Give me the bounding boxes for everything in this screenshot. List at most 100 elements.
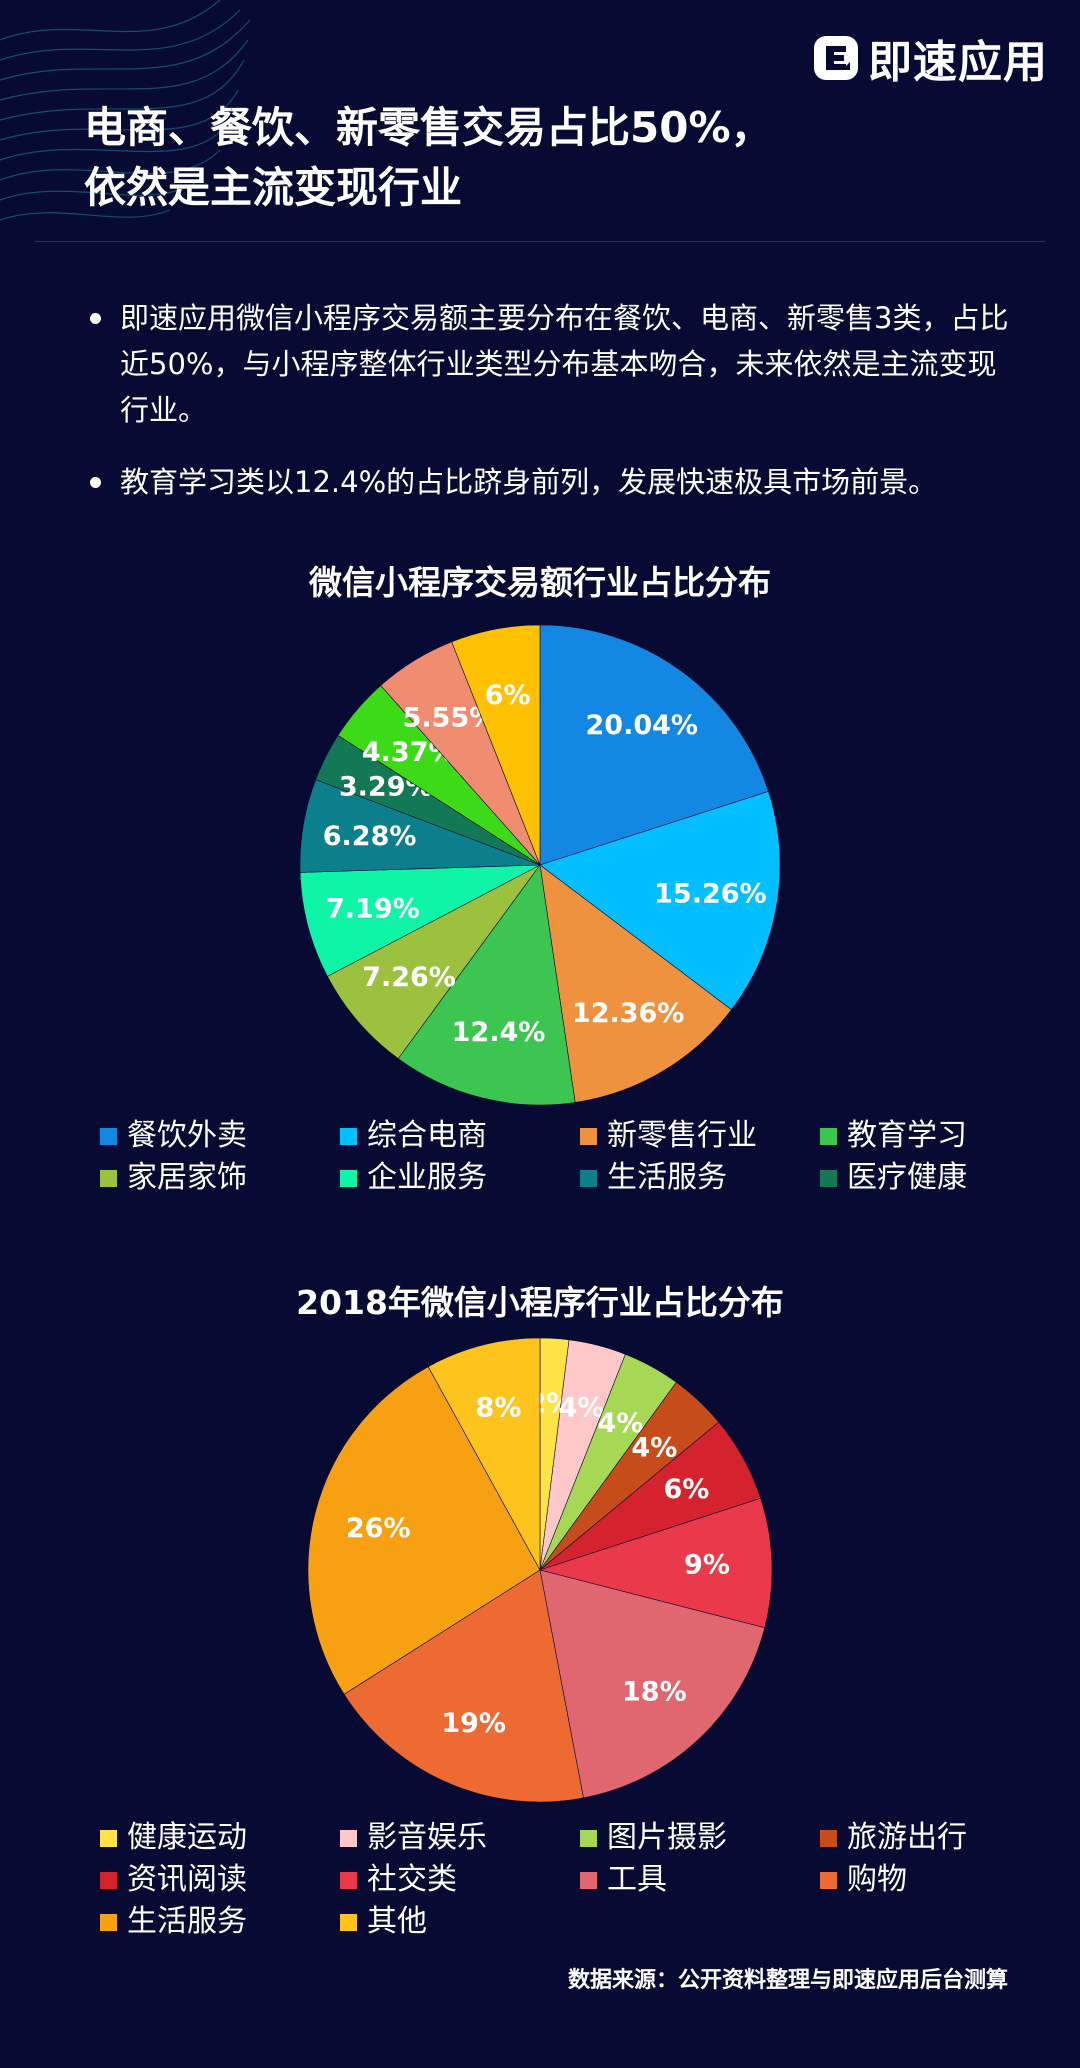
pie-slice	[326, 864, 541, 1060]
legend-label: 其他	[367, 1904, 427, 1939]
legend-item: 家居家饰	[100, 1160, 340, 1196]
chart-1-legend: 餐饮外卖 综合电商 新零售行业 教育学习家居家饰 企业服务 生活服务 医疗健康	[100, 1118, 1000, 1196]
chart-1-title: 微信小程序交易额行业占比分布	[309, 563, 771, 602]
legend-swatch	[820, 1871, 837, 1889]
title-line-1: 电商、餐饮、新零售交易占比50%，	[84, 103, 773, 152]
legend-swatch	[100, 1829, 117, 1847]
legend-swatch	[340, 1871, 357, 1889]
data-source: 数据来源：公开资料整理与即速应用后台测算	[567, 1968, 1008, 1993]
legend-label: 健康运动	[127, 1820, 247, 1855]
legend-item: 资讯阅读	[100, 1862, 340, 1898]
legend-label: 社交类	[367, 1862, 457, 1897]
legend-item: 生活服务	[580, 1160, 820, 1196]
brand-name: 即速应用	[868, 37, 1048, 88]
data-label: 4%	[598, 1408, 644, 1439]
legend-item: 医疗健康	[820, 1160, 1000, 1196]
legend-swatch	[820, 1127, 837, 1145]
pie-slice	[307, 1366, 541, 1695]
bullet-text: 教育学习类以12.4%的占比跻身前列，发展快速极具市场前景。	[120, 465, 938, 499]
pie-slice	[427, 1337, 541, 1571]
legend-label: 旅游出行	[847, 1820, 967, 1855]
legend-swatch	[340, 1913, 357, 1931]
brand-icon	[814, 36, 858, 80]
data-label: 26%	[346, 1513, 411, 1544]
legend-item: 餐饮外卖	[100, 1118, 340, 1154]
legend-label: 教育学习	[847, 1118, 967, 1153]
legend-swatch	[580, 1871, 597, 1889]
pie-slice	[539, 1569, 766, 1799]
legend-swatch	[100, 1169, 117, 1187]
legend-label: 医疗健康	[847, 1160, 967, 1195]
data-label: 12.4%	[452, 1017, 546, 1048]
legend-label: 购物	[847, 1862, 907, 1897]
legend-swatch	[820, 1169, 837, 1187]
legend-label: 工具	[607, 1862, 667, 1897]
pie-slice	[397, 864, 576, 1106]
legend-label: 综合电商	[367, 1118, 487, 1153]
legend-item: 图片摄影	[580, 1820, 820, 1856]
legend-swatch	[100, 1871, 117, 1889]
legend-swatch	[580, 1127, 597, 1145]
legend-item: 影音娱乐	[340, 1820, 580, 1856]
chart-2-legend: 健康运动 影音娱乐 图片摄影 旅游出行资讯阅读 社交类 工具 购物生活服务 其他	[100, 1820, 1000, 1940]
legend-item: 旅游出行	[820, 1820, 1000, 1856]
legend-item: 教育学习	[820, 1118, 1000, 1154]
data-label: 19%	[441, 1708, 506, 1739]
data-label: 18%	[622, 1676, 687, 1707]
data-label: 12.36%	[572, 998, 684, 1029]
data-label: 6.28%	[323, 821, 417, 852]
industry-pie-chart: 2%4%4%4%6%9%18%19%26%8%	[307, 1337, 773, 1803]
pie-slice	[539, 624, 769, 866]
data-label: 6%	[485, 680, 531, 711]
wave-decoration	[0, 0, 251, 221]
data-label: 4%	[631, 1433, 677, 1464]
legend-swatch	[100, 1127, 117, 1145]
legend-label: 企业服务	[367, 1160, 487, 1195]
page-title: 电商、餐饮、新零售交易占比50%， 依然是主流变现行业	[84, 98, 773, 218]
legend-label: 餐饮外卖	[127, 1118, 247, 1153]
legend-swatch	[340, 1127, 357, 1145]
data-label: 20.04%	[586, 710, 698, 741]
legend-label: 生活服务	[127, 1904, 247, 1939]
data-label: 6%	[663, 1474, 709, 1505]
data-label: 8%	[476, 1393, 522, 1424]
legend-item: 工具	[580, 1862, 820, 1898]
chart-2-title: 2018年微信小程序行业占比分布	[296, 1283, 784, 1322]
brand-logo: 即速应用	[812, 26, 1048, 90]
legend-swatch	[820, 1829, 837, 1847]
legend-swatch	[580, 1169, 597, 1187]
legend-label: 资讯阅读	[127, 1862, 247, 1897]
title-line-2: 依然是主流变现行业	[84, 163, 463, 212]
legend-item: 社交类	[340, 1862, 580, 1898]
bullet-item: 教育学习类以12.4%的占比跻身前列，发展快速极具市场前景。	[90, 459, 1020, 505]
legend-swatch	[340, 1169, 357, 1187]
pie-slice	[451, 624, 541, 866]
pie-slice	[299, 864, 541, 977]
legend-label: 家居家饰	[127, 1160, 247, 1195]
data-label: 9%	[684, 1549, 730, 1580]
transaction-pie-chart: 20.04%15.26%12.36%12.4%7.26%7.19%6.28%3.…	[299, 624, 781, 1106]
divider	[34, 241, 1046, 242]
bullet-dot	[90, 313, 101, 324]
legend-item: 购物	[820, 1862, 1000, 1898]
pie-slice	[343, 1569, 584, 1803]
legend-label: 生活服务	[607, 1160, 727, 1195]
bullet-item: 即速应用微信小程序交易额主要分布在餐饮、电商、新零售3类，占比近50%，与小程序…	[90, 295, 1020, 433]
legend-label: 影音娱乐	[367, 1820, 487, 1855]
pie-slice	[538, 1497, 773, 1629]
bullet-list: 即速应用微信小程序交易额主要分布在餐饮、电商、新零售3类，占比近50%，与小程序…	[90, 295, 1020, 531]
pie-slice	[539, 864, 732, 1103]
data-label: 7.19%	[326, 893, 420, 924]
legend-item: 企业服务	[340, 1160, 580, 1196]
legend-swatch	[340, 1829, 357, 1847]
legend-swatch	[100, 1913, 117, 1931]
legend-item: 其他	[340, 1904, 580, 1940]
legend-item: 健康运动	[100, 1820, 340, 1856]
legend-item: 生活服务	[100, 1904, 340, 1940]
data-label: 4%	[559, 1393, 605, 1424]
pie-slice	[539, 791, 781, 1011]
legend-swatch	[580, 1829, 597, 1847]
legend-item: 新零售行业	[580, 1118, 820, 1154]
legend-item: 综合电商	[340, 1118, 580, 1154]
legend-label: 图片摄影	[607, 1820, 727, 1855]
